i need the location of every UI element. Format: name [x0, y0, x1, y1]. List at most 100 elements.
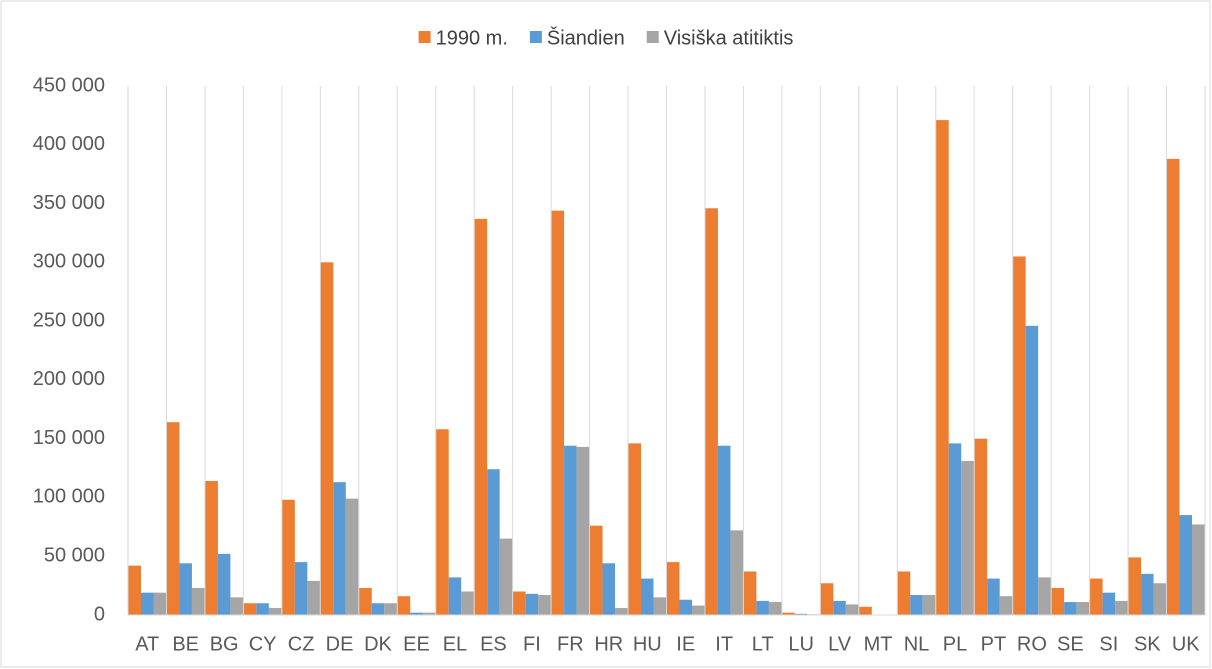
bar	[499, 538, 513, 615]
bar	[1192, 524, 1205, 615]
x-tick-label: HU	[633, 633, 662, 655]
y-tick-label: 50 000	[44, 545, 105, 567]
y-tick-label: 0	[94, 603, 105, 625]
legend-label: Šiandien	[547, 26, 625, 49]
bar	[1115, 600, 1128, 615]
bar	[948, 443, 962, 615]
legend-swatch	[529, 31, 542, 43]
x-tick-label: PL	[943, 633, 967, 655]
bar	[333, 482, 346, 615]
bar	[217, 553, 231, 615]
bar	[590, 525, 603, 615]
y-tick-label: 100 000	[33, 486, 105, 508]
bar	[166, 422, 180, 615]
bar	[1090, 578, 1103, 615]
bar	[487, 469, 500, 615]
bar	[1128, 557, 1142, 615]
x-tick-label: UK	[1172, 633, 1200, 655]
bar	[1153, 583, 1167, 615]
bar	[743, 571, 757, 615]
bar	[628, 443, 642, 615]
bar	[256, 603, 269, 615]
bar	[1102, 592, 1116, 615]
y-tick-label: 350 000	[33, 192, 105, 214]
bar	[268, 607, 282, 615]
bar	[282, 499, 295, 615]
x-tick-label: CZ	[288, 633, 315, 655]
bar	[474, 218, 488, 616]
bar	[974, 438, 988, 615]
bar	[1051, 587, 1065, 615]
x-tick-label: SK	[1134, 633, 1161, 655]
x-tick-label: SE	[1057, 633, 1084, 655]
y-tick-label: 200 000	[33, 368, 105, 390]
bar	[564, 445, 577, 615]
bar	[936, 120, 949, 615]
bar	[1064, 602, 1077, 615]
x-tick-label: LV	[828, 633, 852, 655]
bar	[782, 612, 795, 615]
bar	[1141, 573, 1154, 615]
bar	[422, 612, 436, 615]
bar	[768, 602, 782, 615]
bar	[576, 446, 590, 615]
bar	[615, 607, 628, 615]
bar	[320, 262, 334, 615]
x-tick-label: EE	[403, 633, 430, 655]
bar	[922, 595, 936, 615]
y-tick-label: 450 000	[33, 74, 105, 96]
bar	[961, 461, 974, 615]
bar	[691, 605, 705, 615]
x-tick-label: PT	[981, 633, 1007, 655]
y-tick-label: 250 000	[33, 309, 105, 331]
legend-swatch	[418, 31, 431, 43]
bar	[243, 603, 257, 615]
x-tick-label: EL	[443, 633, 467, 655]
bar	[448, 577, 462, 615]
bar	[294, 562, 308, 615]
bar	[833, 600, 846, 615]
x-tick-label: CY	[249, 633, 277, 655]
bar	[730, 530, 743, 615]
bar	[397, 596, 411, 615]
x-tick-label: DE	[326, 633, 354, 655]
x-tick-label: FI	[523, 633, 541, 655]
bar	[1179, 515, 1193, 615]
bar	[230, 597, 243, 615]
legend-label: 1990 m.	[436, 27, 508, 49]
bar	[307, 580, 320, 615]
x-tick-label: MT	[864, 633, 893, 655]
x-tick-label: AT	[135, 633, 159, 655]
bar	[859, 606, 872, 615]
bar	[384, 603, 397, 615]
bar	[820, 583, 834, 615]
bar	[987, 578, 1000, 615]
bar	[1013, 256, 1026, 615]
x-tick-label: HR	[594, 633, 623, 655]
bar	[345, 498, 359, 615]
x-tick-label: IE	[676, 633, 695, 655]
x-tick-label: LU	[788, 633, 814, 655]
bar	[359, 587, 372, 615]
x-tick-label: RO	[1017, 633, 1047, 655]
bar	[845, 604, 859, 615]
x-tick-label: ES	[480, 633, 507, 655]
legend: 1990 m. Šiandien Visiška atitiktis	[418, 26, 794, 49]
bar	[153, 592, 166, 615]
y-tick-label: 400 000	[33, 133, 105, 155]
x-tick-label: LT	[752, 633, 774, 655]
x-tick-label: BG	[210, 633, 239, 655]
bar	[525, 593, 539, 615]
x-tick-label: DK	[364, 633, 392, 655]
bar	[1076, 602, 1090, 615]
bar	[410, 612, 423, 615]
bar	[205, 480, 218, 615]
bar	[679, 599, 692, 615]
x-tick-label: BE	[172, 633, 199, 655]
legend-swatch	[646, 31, 659, 43]
bar	[794, 613, 808, 615]
legend-label: Visiška atitiktis	[664, 27, 794, 49]
x-tick-label: FR	[557, 633, 584, 655]
bar	[1025, 325, 1039, 615]
